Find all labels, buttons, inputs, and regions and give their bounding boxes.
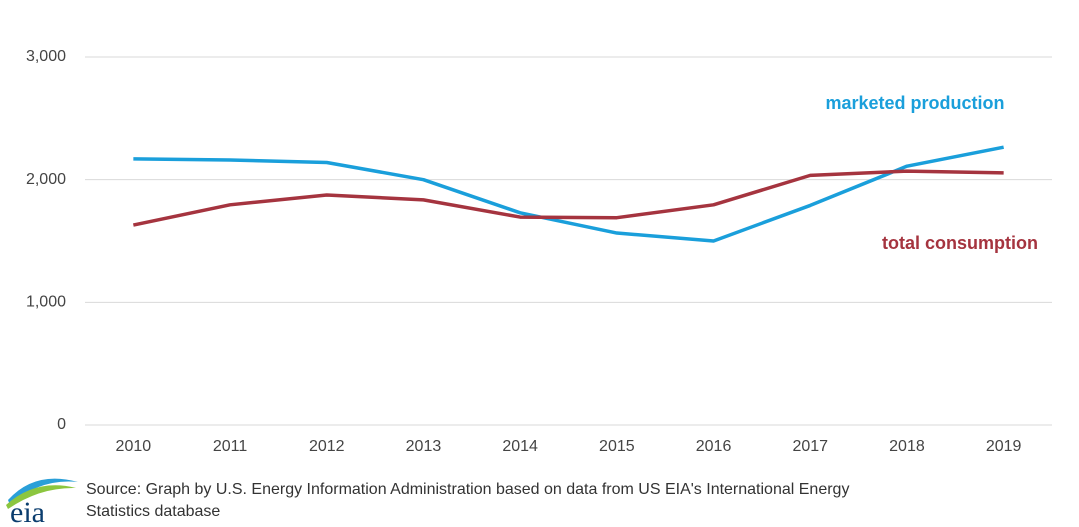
x-tick-label: 2013: [406, 438, 442, 455]
source-note: Statistics database: [86, 503, 220, 520]
y-tick-label: 1,000: [26, 294, 66, 311]
x-tick-label: 2014: [502, 438, 538, 455]
logo: eia: [10, 496, 45, 527]
x-tick-label: 2015: [599, 438, 635, 455]
source-note: Source: Graph by U.S. Energy Information…: [86, 481, 849, 498]
y-tick-label: 2,000: [26, 171, 66, 188]
y-tick-label: 3,000: [26, 48, 66, 65]
x-tick-label: 2019: [986, 438, 1022, 455]
series-line: [133, 145, 1004, 243]
x-tick-label: 2017: [792, 438, 828, 455]
series-label: total consumption: [882, 233, 1038, 253]
x-tick-label: 2010: [116, 438, 152, 455]
logo-swoosh: [6, 485, 76, 509]
series-line: [132, 169, 1004, 227]
x-tick-label: 2016: [696, 438, 732, 455]
x-tick-label: 2011: [213, 438, 248, 455]
x-tick-label: 2018: [889, 438, 925, 455]
series-label: marketed production: [825, 93, 1004, 113]
x-tick-label: 2012: [309, 438, 345, 455]
logo-swoosh: [8, 478, 78, 505]
y-tick-label: 0: [57, 416, 66, 433]
